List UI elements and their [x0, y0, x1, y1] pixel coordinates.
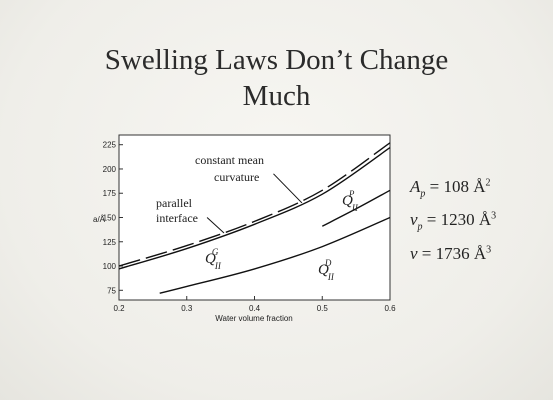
- series-line-QII-P: [321, 189, 391, 227]
- annotation-parallel-line2: interface: [156, 211, 198, 225]
- x-tick-label: 0.2: [113, 304, 125, 313]
- phase-label-QII-D: QIID: [318, 258, 335, 282]
- phase-label-QII-P: QIIP: [342, 189, 359, 213]
- x-tick-label: 0.3: [181, 304, 193, 313]
- x-tick-label: 0.6: [384, 304, 396, 313]
- x-axis-label: Water volume fraction: [215, 314, 293, 323]
- annotation-parallel-line1: parallel: [156, 196, 193, 210]
- annotation-constant-mean-line2: curvature: [214, 170, 259, 184]
- y-tick-label: 150: [103, 214, 117, 223]
- series-line-parallel-interface: [118, 147, 391, 270]
- x-tick-label: 0.5: [317, 304, 329, 313]
- y-tick-label: 200: [103, 165, 117, 174]
- equation-area-per-lipid: Ap = 108 Å2: [410, 177, 491, 200]
- x-tick-label: 0.4: [249, 304, 261, 313]
- y-tick-label: 225: [103, 141, 117, 150]
- y-tick-label: 75: [107, 286, 116, 295]
- series-line-constant-mean-curvature: [118, 142, 391, 267]
- phase-label-QII-G: QIIG: [205, 247, 222, 271]
- leader-line-parallel: [206, 217, 225, 234]
- leader-line-constant-mean: [273, 173, 303, 204]
- y-tick-label: 125: [103, 238, 117, 247]
- equation-lipid-volume: vp = 1230 Å3: [410, 210, 497, 233]
- y-tick-label: 175: [103, 189, 117, 198]
- y-axis-label: a/Å: [93, 215, 106, 224]
- annotation-constant-mean-line1: constant mean: [195, 153, 264, 167]
- slide-title-line2: Much: [242, 80, 311, 112]
- y-tick-label: 100: [103, 262, 117, 271]
- equation-total-volume: v = 1736 Å3: [410, 244, 492, 263]
- slide-title-line1: Swelling Laws Don’t Change: [104, 44, 449, 76]
- series-line-QII-D: [159, 216, 391, 294]
